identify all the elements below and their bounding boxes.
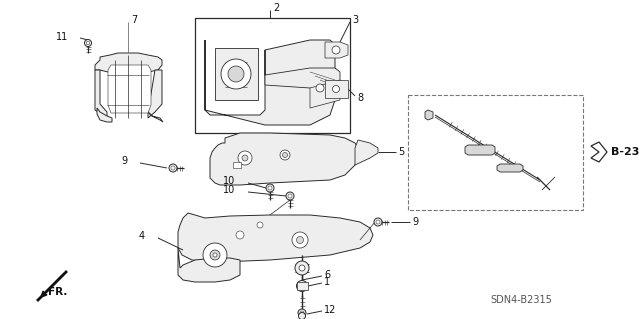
Polygon shape bbox=[210, 133, 358, 185]
Bar bbox=[233, 162, 241, 168]
Polygon shape bbox=[108, 65, 151, 113]
Polygon shape bbox=[465, 145, 495, 155]
Circle shape bbox=[292, 232, 308, 248]
Polygon shape bbox=[148, 70, 162, 118]
Text: 6: 6 bbox=[324, 270, 330, 280]
Polygon shape bbox=[497, 164, 523, 172]
Text: 12: 12 bbox=[324, 305, 337, 315]
Polygon shape bbox=[325, 80, 348, 98]
Circle shape bbox=[316, 84, 324, 92]
Circle shape bbox=[171, 166, 175, 170]
Polygon shape bbox=[205, 40, 335, 125]
Circle shape bbox=[221, 59, 251, 89]
Text: B-23: B-23 bbox=[611, 147, 639, 157]
Circle shape bbox=[268, 186, 272, 190]
Circle shape bbox=[84, 40, 92, 47]
Circle shape bbox=[374, 218, 382, 226]
Circle shape bbox=[288, 194, 292, 198]
Circle shape bbox=[296, 280, 307, 292]
Polygon shape bbox=[97, 108, 112, 122]
Circle shape bbox=[286, 192, 294, 200]
Polygon shape bbox=[178, 248, 240, 282]
Circle shape bbox=[213, 253, 217, 257]
Circle shape bbox=[257, 222, 263, 228]
Circle shape bbox=[86, 41, 90, 45]
Text: FR.: FR. bbox=[48, 287, 67, 297]
Text: 9: 9 bbox=[412, 217, 418, 227]
Text: 4: 4 bbox=[139, 231, 145, 241]
Text: 10: 10 bbox=[223, 176, 235, 186]
Circle shape bbox=[280, 150, 290, 160]
Bar bbox=[195, 18, 350, 133]
Circle shape bbox=[242, 155, 248, 161]
Circle shape bbox=[298, 309, 306, 317]
Polygon shape bbox=[296, 282, 307, 290]
Circle shape bbox=[298, 313, 305, 319]
Polygon shape bbox=[178, 213, 373, 262]
Polygon shape bbox=[355, 140, 378, 165]
Text: 2: 2 bbox=[273, 3, 279, 13]
Bar bbox=[408, 95, 583, 210]
Circle shape bbox=[228, 66, 244, 82]
Circle shape bbox=[333, 85, 339, 93]
Circle shape bbox=[300, 311, 304, 315]
Circle shape bbox=[299, 265, 305, 271]
Text: 11: 11 bbox=[56, 32, 68, 42]
Circle shape bbox=[236, 231, 244, 239]
Polygon shape bbox=[95, 70, 107, 118]
Text: 5: 5 bbox=[398, 147, 404, 157]
Polygon shape bbox=[265, 50, 340, 95]
Text: 1: 1 bbox=[324, 277, 330, 287]
Circle shape bbox=[169, 164, 177, 172]
Text: 10: 10 bbox=[223, 185, 235, 195]
Circle shape bbox=[238, 151, 252, 165]
Text: 3: 3 bbox=[352, 15, 358, 25]
Polygon shape bbox=[310, 80, 340, 108]
Polygon shape bbox=[148, 112, 163, 122]
Circle shape bbox=[332, 46, 340, 54]
Circle shape bbox=[296, 236, 303, 243]
Circle shape bbox=[295, 261, 309, 275]
Text: 9: 9 bbox=[122, 156, 128, 166]
Circle shape bbox=[376, 220, 380, 224]
Polygon shape bbox=[325, 42, 348, 58]
Polygon shape bbox=[425, 110, 433, 120]
Circle shape bbox=[266, 184, 274, 192]
Text: 8: 8 bbox=[357, 93, 363, 103]
Polygon shape bbox=[591, 142, 607, 162]
Circle shape bbox=[203, 243, 227, 267]
Polygon shape bbox=[215, 48, 258, 100]
Polygon shape bbox=[95, 53, 162, 73]
Text: SDN4-B2315: SDN4-B2315 bbox=[490, 295, 552, 305]
Circle shape bbox=[282, 152, 287, 158]
Circle shape bbox=[210, 250, 220, 260]
Text: 7: 7 bbox=[131, 15, 137, 25]
